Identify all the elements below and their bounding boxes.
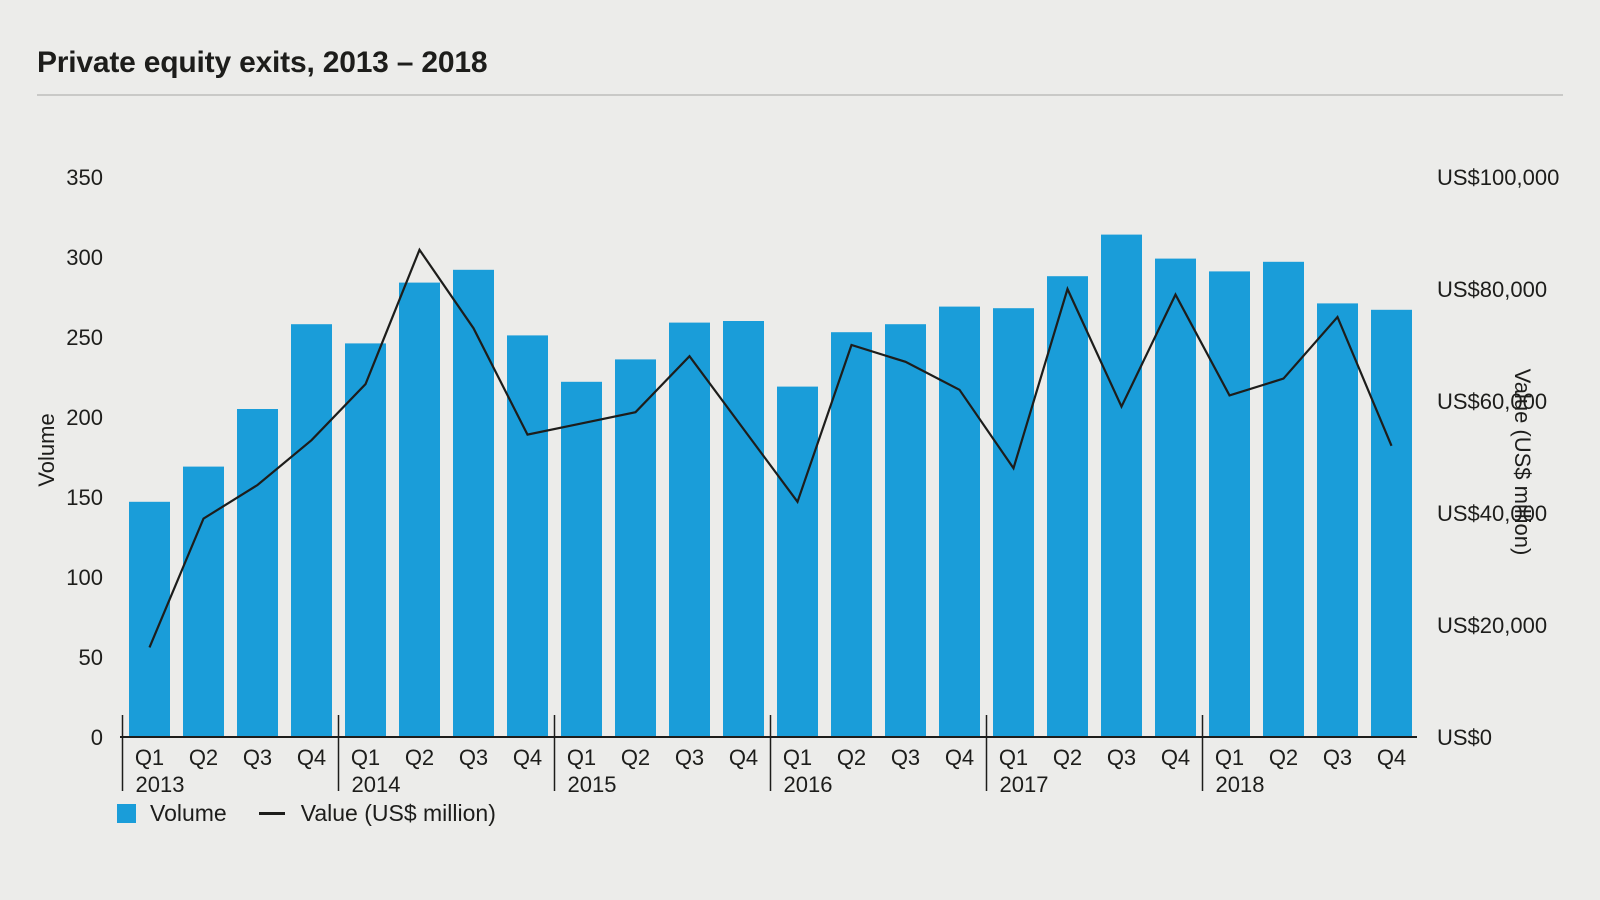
x-axis-quarter-label: Q1 [1215,745,1244,770]
volume-bar [1371,309,1412,737]
legend: Volume Value (US$ million) [117,800,496,827]
x-axis-year-label: 2014 [352,772,401,797]
volume-bar [291,324,332,737]
volume-bar [399,282,440,737]
volume-bar [615,359,656,737]
value-line-legend-swatch [258,812,285,815]
right-axis-tick-label: US$20,000 [1437,613,1547,638]
x-axis-quarter-label: Q1 [135,745,164,770]
right-axis-tick-label: US$100,000 [1437,165,1559,190]
volume-bar [777,386,818,737]
x-axis-quarter-label: Q1 [567,745,596,770]
left-axis-tick-label: 250 [66,325,103,350]
x-axis-quarter-label: Q4 [729,745,758,770]
x-axis-quarter-label: Q3 [1323,745,1352,770]
volume-bar [669,322,710,737]
x-axis-year-label: 2018 [1216,772,1265,797]
x-axis-quarter-label: Q2 [837,745,866,770]
volume-bar [885,324,926,737]
x-axis-quarter-label: Q2 [1269,745,1298,770]
volume-bar [831,332,872,737]
volume-bar [561,381,602,737]
volume-bar [129,501,170,737]
right-axis-tick-label: US$60,000 [1437,389,1547,414]
x-axis-quarter-label: Q4 [513,745,542,770]
volume-bar [1101,234,1142,737]
volume-bar [183,466,224,737]
left-axis-tick-label: 300 [66,245,103,270]
x-axis-year-label: 2016 [784,772,833,797]
x-axis-quarter-label: Q4 [1161,745,1190,770]
x-axis-quarter-label: Q2 [1053,745,1082,770]
volume-bar [939,306,980,737]
x-axis-quarter-label: Q3 [891,745,920,770]
right-axis-tick-label: US$0 [1437,725,1492,750]
volume-bar [1047,276,1088,737]
x-axis-quarter-label: Q3 [675,745,704,770]
legend-value-label: Value (US$ million) [300,800,496,826]
volume-bar [345,343,386,737]
x-axis-quarter-label: Q3 [459,745,488,770]
x-axis-quarter-label: Q2 [621,745,650,770]
left-axis-tick-label: 200 [66,405,103,430]
volume-bar [993,308,1034,737]
x-axis-quarter-label: Q1 [351,745,380,770]
x-axis-quarter-label: Q3 [243,745,272,770]
legend-volume-label: Volume [150,800,227,826]
right-axis-tick-label: US$40,000 [1437,501,1547,526]
volume-legend-swatch [117,804,136,823]
x-axis-quarter-label: Q3 [1107,745,1136,770]
volume-bar [1263,261,1304,737]
volume-bar [237,409,278,737]
right-axis-tick-label: US$80,000 [1437,277,1547,302]
x-axis-quarter-label: Q4 [1377,745,1406,770]
x-axis-year-label: 2013 [136,772,185,797]
x-axis-quarter-label: Q4 [297,745,326,770]
volume-bar [1209,271,1250,737]
x-axis-year-label: 2015 [568,772,617,797]
x-axis-quarter-label: Q1 [783,745,812,770]
volume-bar [1155,258,1196,737]
x-axis-quarter-label: Q1 [999,745,1028,770]
volume-bar [723,321,764,737]
left-axis-tick-label: 350 [66,165,103,190]
volume-bar [507,335,548,737]
x-axis-quarter-label: Q2 [189,745,218,770]
left-axis-tick-label: 50 [79,645,103,670]
x-axis-quarter-label: Q4 [945,745,974,770]
x-axis-quarter-label: Q2 [405,745,434,770]
left-axis-tick-label: 0 [91,725,103,750]
x-axis-year-label: 2017 [1000,772,1049,797]
left-axis-tick-label: 150 [66,485,103,510]
value-line [148,247,1393,648]
volume-bar [1317,303,1358,737]
chart-title: Private equity exits, 2013 – 2018 [37,46,488,79]
title-divider [37,94,1563,96]
volume-bar [453,269,494,737]
left-axis-tick-label: 100 [66,565,103,590]
